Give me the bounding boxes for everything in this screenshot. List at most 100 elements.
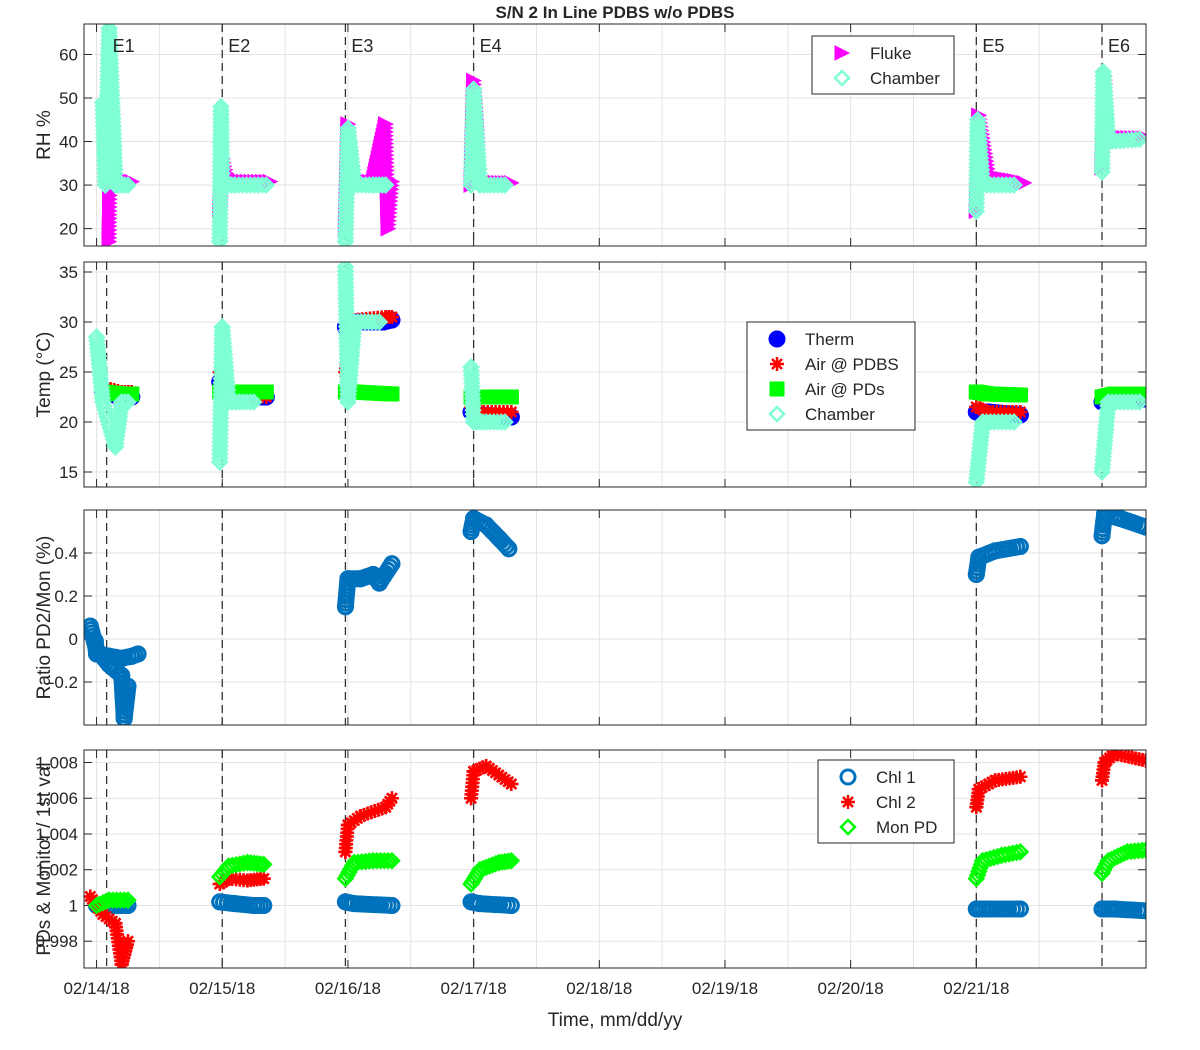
data-point xyxy=(226,176,244,194)
data-point xyxy=(970,548,988,566)
data-point xyxy=(1093,163,1111,181)
data-point xyxy=(103,105,122,124)
legend-label: Chl 2 xyxy=(876,793,916,812)
y-tick-label: 1.002 xyxy=(35,861,78,880)
y-tick-label: 0 xyxy=(69,630,78,649)
data-point xyxy=(111,891,130,909)
data-point xyxy=(258,384,274,400)
data-point xyxy=(366,313,385,331)
y-tick-label: -0.2 xyxy=(49,673,78,692)
data-point xyxy=(471,895,489,913)
data-point xyxy=(104,125,123,143)
data-point xyxy=(116,393,134,411)
data-point xyxy=(384,310,399,324)
data-point xyxy=(1096,510,1114,523)
y-tick-label: 0.998 xyxy=(35,932,78,951)
data-point xyxy=(103,101,122,120)
data-point xyxy=(378,800,393,815)
y-axis-label: Temp (°C) xyxy=(34,332,55,418)
data-point xyxy=(383,852,401,870)
data-point xyxy=(112,176,131,194)
data-point xyxy=(471,860,489,879)
y-tick-label: 20 xyxy=(59,413,78,432)
data-point xyxy=(992,846,1011,865)
data-point xyxy=(464,413,483,431)
data-point xyxy=(981,405,996,419)
data-point xyxy=(462,358,480,376)
data-point xyxy=(1007,843,1026,862)
data-point xyxy=(212,141,231,159)
data-point xyxy=(113,649,131,667)
data-point xyxy=(479,759,494,774)
y-tick-label: 30 xyxy=(59,313,78,332)
data-point xyxy=(108,916,123,931)
data-point xyxy=(257,176,276,194)
data-point xyxy=(104,133,123,151)
axes-frame xyxy=(83,749,1147,969)
data-point xyxy=(336,869,355,888)
data-point xyxy=(345,176,363,194)
data-point xyxy=(988,773,1003,788)
series-chamber xyxy=(94,24,1146,246)
data-point xyxy=(119,677,137,695)
data-point xyxy=(1004,844,1022,863)
data-point xyxy=(1013,769,1028,784)
data-point xyxy=(255,896,273,914)
data-point xyxy=(484,413,503,431)
event-label-e6: E6 xyxy=(1108,36,1130,56)
data-point xyxy=(336,266,355,284)
legend-label: Air @ PDs xyxy=(805,380,885,399)
data-point xyxy=(338,844,353,859)
data-point xyxy=(104,117,122,136)
data-point xyxy=(336,232,355,246)
data-point xyxy=(102,70,120,89)
data-point xyxy=(969,800,984,815)
legend: Chl 1 Chl 2 Mon PD xyxy=(817,759,955,844)
data-point xyxy=(383,555,401,573)
data-point xyxy=(115,891,133,909)
x-tick-label: 02/15/18 xyxy=(189,979,255,998)
data-point xyxy=(102,82,121,100)
data-point xyxy=(465,510,483,528)
data-point xyxy=(244,393,263,411)
y-axis-label: RH % xyxy=(34,110,55,160)
y-tick-label: 0.2 xyxy=(54,587,78,606)
data-point xyxy=(469,763,484,778)
series-chamber xyxy=(87,262,1146,487)
data-point xyxy=(1001,413,1019,431)
data-point xyxy=(112,393,131,411)
data-point xyxy=(496,413,514,431)
data-point xyxy=(1094,63,1113,81)
data-point xyxy=(1107,750,1122,761)
data-point xyxy=(973,168,991,187)
y-tick-label: 1.008 xyxy=(35,754,78,773)
data-point xyxy=(210,453,229,471)
legend-marker xyxy=(768,330,786,348)
data-point xyxy=(238,853,257,872)
series-0 xyxy=(84,510,1146,725)
data-point xyxy=(1011,538,1029,556)
data-point xyxy=(221,871,236,886)
data-point xyxy=(378,116,394,132)
series-chl-2 xyxy=(84,750,1146,968)
data-point xyxy=(101,233,118,246)
data-point xyxy=(212,144,231,163)
y-axis-label: PDs & Monitor / 1st val xyxy=(34,762,55,955)
data-point xyxy=(1129,842,1146,860)
data-point xyxy=(114,957,129,968)
data-point xyxy=(336,893,354,911)
data-point xyxy=(353,809,368,824)
data-point xyxy=(84,889,98,904)
data-point xyxy=(212,125,231,143)
data-point xyxy=(245,896,263,914)
data-point xyxy=(1012,387,1028,403)
data-point xyxy=(462,893,480,911)
x-tick-label: 02/21/18 xyxy=(943,979,1009,998)
data-point xyxy=(1011,843,1030,861)
data-point xyxy=(337,293,355,312)
event-label-e1: E1 xyxy=(113,36,135,56)
data-point xyxy=(462,875,480,893)
data-point xyxy=(345,853,363,872)
data-point xyxy=(212,105,230,124)
